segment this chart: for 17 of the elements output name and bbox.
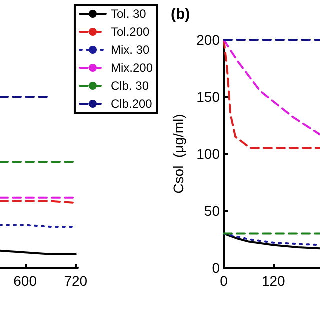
x-tick-label: 720	[64, 273, 88, 289]
legend-label: Tol. 30	[110, 7, 147, 21]
y-tick-label: 50	[204, 203, 220, 219]
x-tick-label: 600	[14, 273, 38, 289]
y-tick-label: 100	[196, 146, 220, 162]
legend-label: Clb. 30	[110, 79, 150, 93]
y-tick-label: 200	[196, 32, 220, 48]
x-tick-label: 120	[262, 273, 286, 289]
y-axis-title: Csol (μg/ml)	[170, 114, 187, 194]
legend-label: Mix. 30	[110, 43, 150, 57]
y-tick-label: 0	[212, 260, 220, 276]
line-series	[223, 232, 320, 246]
legend-label: Clb.200	[110, 97, 153, 111]
legend-label: Mix.200	[110, 61, 154, 75]
chart-title: (b)	[171, 6, 190, 23]
y-tick-label: 150	[196, 89, 220, 105]
legend-label: Tol.200	[110, 25, 150, 39]
